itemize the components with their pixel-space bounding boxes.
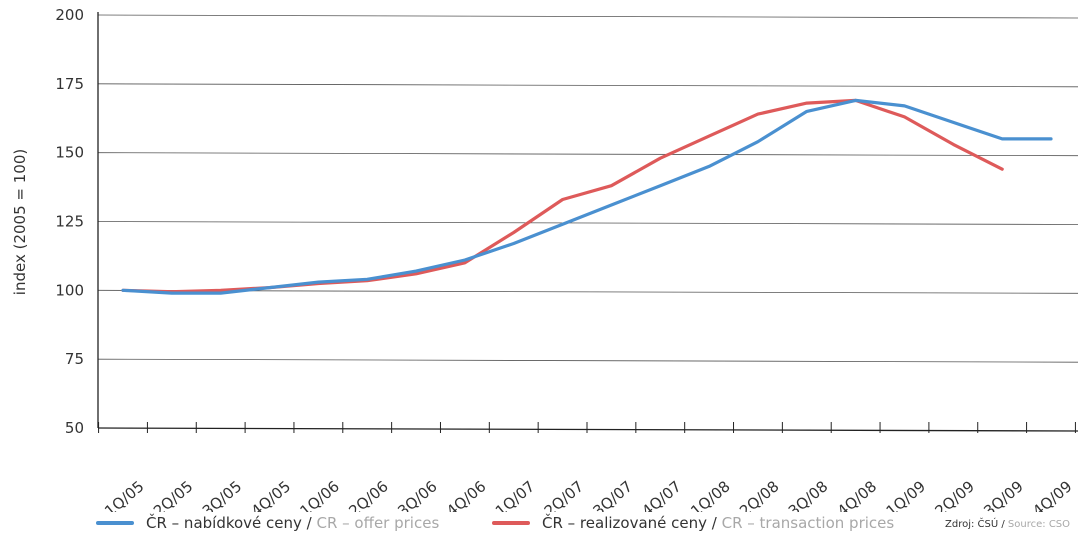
source-note: Zdroj: ČSÚ / Source: CSO xyxy=(945,519,1070,530)
y-axis-label: index (2005 = 100) xyxy=(11,149,29,295)
gridlines xyxy=(97,14,1079,363)
legend-label-offer-cz: ČR – nabídkové ceny / xyxy=(146,514,317,532)
x-tick-label: 2Q/07 xyxy=(541,477,587,512)
legend-item-offer: ČR – nabídkové ceny / CR – offer prices xyxy=(96,514,439,532)
gridline xyxy=(97,14,1079,19)
legend: ČR – nabídkové ceny / CR – offer prices … xyxy=(0,512,1088,538)
legend-item-transaction: ČR – realizované ceny / CR – transaction… xyxy=(492,514,894,532)
source-cz: Zdroj: ČSÚ / xyxy=(945,519,1008,530)
x-tick-label: 4Q/06 xyxy=(443,477,489,512)
x-tick-label: 2Q/08 xyxy=(736,477,782,512)
x-axis-line xyxy=(97,427,1079,432)
gridline xyxy=(97,152,1079,157)
x-tick-label: 1Q/06 xyxy=(297,477,343,512)
x-tick-label: 3Q/05 xyxy=(199,477,245,512)
y-tick-label: 200 xyxy=(55,6,84,24)
x-tick-label: 1Q/08 xyxy=(687,477,733,512)
x-tick-label: 1Q/09 xyxy=(883,477,929,512)
gridline xyxy=(97,358,1079,363)
x-tick-label: 1Q/07 xyxy=(492,477,538,512)
x-tick-label: 3Q/08 xyxy=(785,477,831,512)
line-chart: 50 75 100 125 150 175 200 1Q/05 2Q/05 3Q/05 4Q/05… xyxy=(11,6,1079,512)
x-tick-label: 4Q/07 xyxy=(638,477,684,512)
gridline xyxy=(97,83,1079,88)
gridline xyxy=(97,289,1079,294)
legend-swatch-offer xyxy=(96,520,134,525)
legend-label-offer-en: CR – offer prices xyxy=(316,514,440,532)
y-tick-label: 125 xyxy=(55,213,84,231)
x-tick-label: 4Q/09 xyxy=(1029,477,1075,512)
y-tick-label: 100 xyxy=(55,281,84,299)
series-line-transaction-prices xyxy=(121,98,1004,294)
x-tick-label: 1Q/05 xyxy=(101,477,147,512)
x-tick-label: 4Q/08 xyxy=(834,477,880,512)
series-lines xyxy=(121,98,1053,295)
y-tick-label: 50 xyxy=(65,419,84,437)
x-tick-labels: 1Q/05 2Q/05 3Q/05 4Q/05 1Q/06 2Q/06 3Q/06 4Q/06… xyxy=(98,422,1076,512)
legend-swatch-transaction xyxy=(492,520,530,525)
source-en: Source: CSO xyxy=(1007,519,1071,530)
x-tick-label: 2Q/05 xyxy=(150,477,196,512)
series-line-offer-prices xyxy=(121,98,1053,295)
x-tick-label: 4Q/05 xyxy=(248,477,294,512)
axes xyxy=(97,12,1079,432)
y-tick-labels: 50 75 100 125 150 175 200 xyxy=(55,6,84,437)
x-tick-label: 2Q/06 xyxy=(345,477,391,512)
y-tick-label: 75 xyxy=(65,350,84,368)
x-tick-label: 3Q/07 xyxy=(590,477,636,512)
x-tick-label: 3Q/06 xyxy=(394,477,440,512)
y-tick-label: 150 xyxy=(55,144,84,162)
x-tick-label: 2Q/09 xyxy=(931,477,977,512)
x-tick-label: 3Q/09 xyxy=(980,477,1026,512)
legend-label-transaction-cz: ČR – realizované ceny / xyxy=(542,514,722,532)
gridline xyxy=(97,221,1079,225)
legend-label-transaction-en: CR – transaction prices xyxy=(721,514,895,532)
y-tick-label: 175 xyxy=(55,75,84,93)
